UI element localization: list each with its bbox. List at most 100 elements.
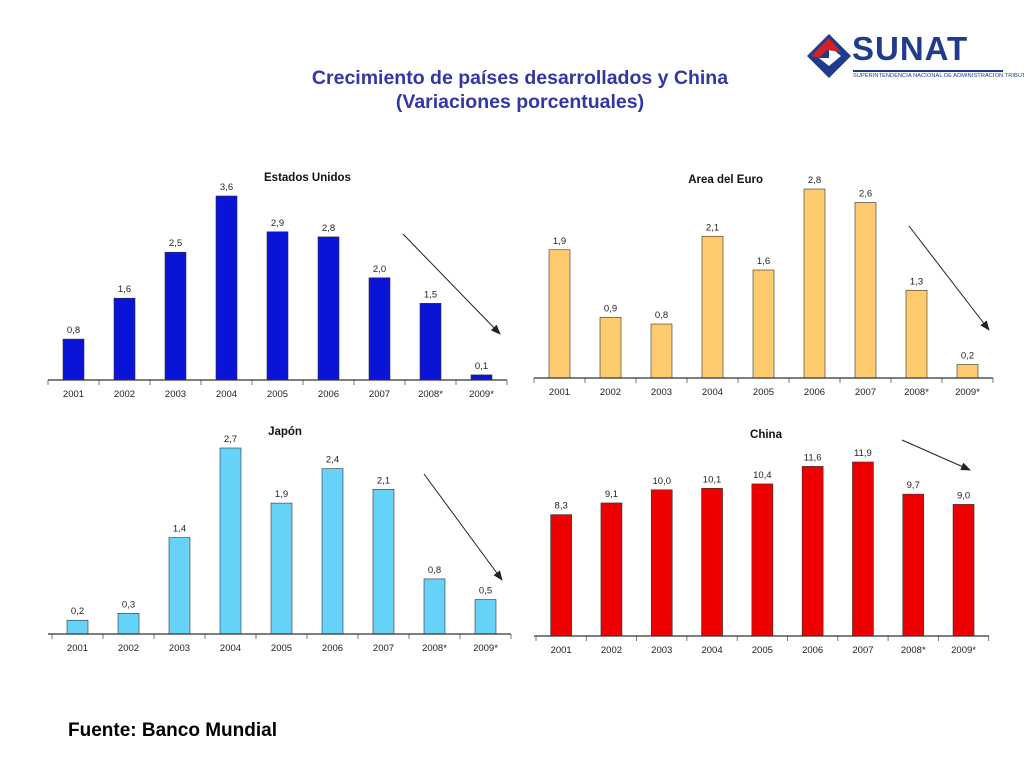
- category-label: 2003: [651, 387, 672, 398]
- trend-arrow-icon: [402, 233, 501, 335]
- category-label: 2002: [601, 645, 622, 656]
- sunat-diamond-icon: [807, 34, 851, 78]
- data-label: 9,7: [907, 480, 920, 491]
- category-label: 2003: [169, 643, 190, 654]
- title-line-2: (Variaciones porcentuales): [395, 91, 645, 113]
- category-label: 2005: [753, 387, 774, 398]
- bar-2007: [372, 489, 395, 635]
- bar-2003: [650, 489, 673, 637]
- bar-2008-est: [905, 289, 928, 379]
- category-label: 2005: [267, 389, 288, 400]
- category-label: 2009*: [955, 387, 980, 398]
- data-label: 2,1: [706, 222, 719, 233]
- data-label: 0,8: [655, 310, 668, 321]
- category-label: 2001: [551, 645, 572, 656]
- data-label: 2,8: [322, 223, 335, 234]
- category-label: 2005: [271, 643, 292, 654]
- category-label: 2007: [373, 643, 394, 654]
- data-label: 10,4: [753, 470, 772, 481]
- bar-2009-est: [470, 374, 493, 381]
- bar-2009-est: [956, 364, 979, 379]
- category-label: 2008*: [904, 387, 929, 398]
- chart-title-area-del-euro: Area del Euro: [688, 174, 763, 186]
- data-label: 0,9: [604, 303, 617, 314]
- page-title: Crecimiento de países desarrollados y Ch…: [230, 66, 810, 114]
- category-label: 2009*: [473, 643, 498, 654]
- data-label: 2,4: [326, 455, 339, 466]
- category-label: 2006: [804, 387, 825, 398]
- trend-arrow-icon: [901, 439, 971, 471]
- data-label: 1,9: [275, 489, 288, 500]
- data-label: 1,4: [173, 524, 186, 535]
- chart-title-china: China: [750, 429, 783, 441]
- data-label: 1,6: [757, 256, 770, 267]
- bar-2009-est: [474, 599, 497, 635]
- data-label: 2,0: [373, 264, 386, 275]
- category-label: 2001: [67, 643, 88, 654]
- bar-2009-est: [952, 504, 975, 637]
- data-label: 3,6: [220, 182, 233, 193]
- data-label: 0,2: [71, 606, 84, 617]
- category-label: 2009*: [469, 389, 494, 400]
- category-label: 2004: [701, 645, 722, 656]
- bar-2008-est: [419, 303, 442, 381]
- bar-2007: [852, 461, 874, 637]
- logo-brand-text: SUNAT: [852, 30, 969, 67]
- bar-2005: [270, 502, 293, 635]
- bar-2004: [701, 235, 724, 379]
- bar-2003: [650, 323, 673, 379]
- trend-arrow-icon: [423, 473, 503, 581]
- data-label: 2,6: [859, 189, 872, 200]
- bar-2003: [168, 537, 191, 635]
- data-label: 0,3: [122, 599, 135, 610]
- data-label: 0,1: [475, 361, 488, 372]
- category-label: 2006: [322, 643, 343, 654]
- category-label: 2004: [220, 643, 241, 654]
- data-label: 0,8: [67, 325, 80, 336]
- category-label: 2003: [165, 389, 186, 400]
- category-label: 2004: [702, 387, 723, 398]
- bar-2006: [317, 236, 340, 381]
- data-label: 1,3: [910, 276, 923, 287]
- bar-2008-est: [902, 493, 925, 637]
- bar-2005: [266, 231, 289, 381]
- category-label: 2002: [114, 389, 135, 400]
- data-label: 10,0: [653, 476, 672, 487]
- chart-area-del-euro: Area del Euro 1,9 2001 0,9 2002 0,8 2003 2,1 200…: [533, 174, 994, 398]
- chart-china: China 8,3 2001 9,1 2002 10,0 2003 10,1 2004 10,4 2…: [534, 429, 990, 656]
- bar-2002: [600, 502, 623, 637]
- category-label: 2002: [600, 387, 621, 398]
- category-label: 2006: [318, 389, 339, 400]
- sunat-logo: SUNAT SUPERINTENDENCIA NACIONAL DE ADMIN…: [805, 30, 1024, 86]
- bar-2004: [215, 195, 238, 381]
- category-label: 2007: [855, 387, 876, 398]
- title-line-1: Crecimiento de países desarrollados y Ch…: [311, 67, 729, 89]
- category-label: 2003: [651, 645, 672, 656]
- data-label: 11,9: [854, 448, 872, 459]
- bar-2003: [164, 251, 187, 381]
- data-label: 2,7: [224, 434, 237, 445]
- bar-2008-est: [423, 578, 446, 635]
- bar-2001: [548, 249, 571, 379]
- data-label: 1,9: [553, 236, 566, 247]
- category-label: 2001: [549, 387, 570, 398]
- bar-2002: [599, 316, 622, 379]
- data-label: 1,6: [118, 284, 131, 295]
- bar-2002: [113, 297, 136, 381]
- source-note: Fuente: Banco Mundial: [68, 720, 277, 741]
- bar-2001: [66, 619, 89, 635]
- data-label: 11,6: [804, 452, 822, 463]
- chart-title-estados-unidos: Estados Unidos: [264, 172, 351, 184]
- bar-2001: [550, 514, 572, 637]
- chart-title-japon: Japón: [268, 426, 302, 438]
- category-label: 2008*: [418, 389, 443, 400]
- bar-2001: [62, 338, 85, 381]
- category-label: 2009*: [951, 645, 976, 656]
- bar-2004: [219, 447, 242, 635]
- category-label: 2008*: [422, 643, 447, 654]
- data-label: 0,8: [428, 565, 441, 576]
- trend-arrow-icon: [908, 225, 990, 331]
- data-label: 1,5: [424, 289, 437, 300]
- data-label: 2,5: [169, 238, 182, 249]
- data-label: 2,9: [271, 218, 284, 229]
